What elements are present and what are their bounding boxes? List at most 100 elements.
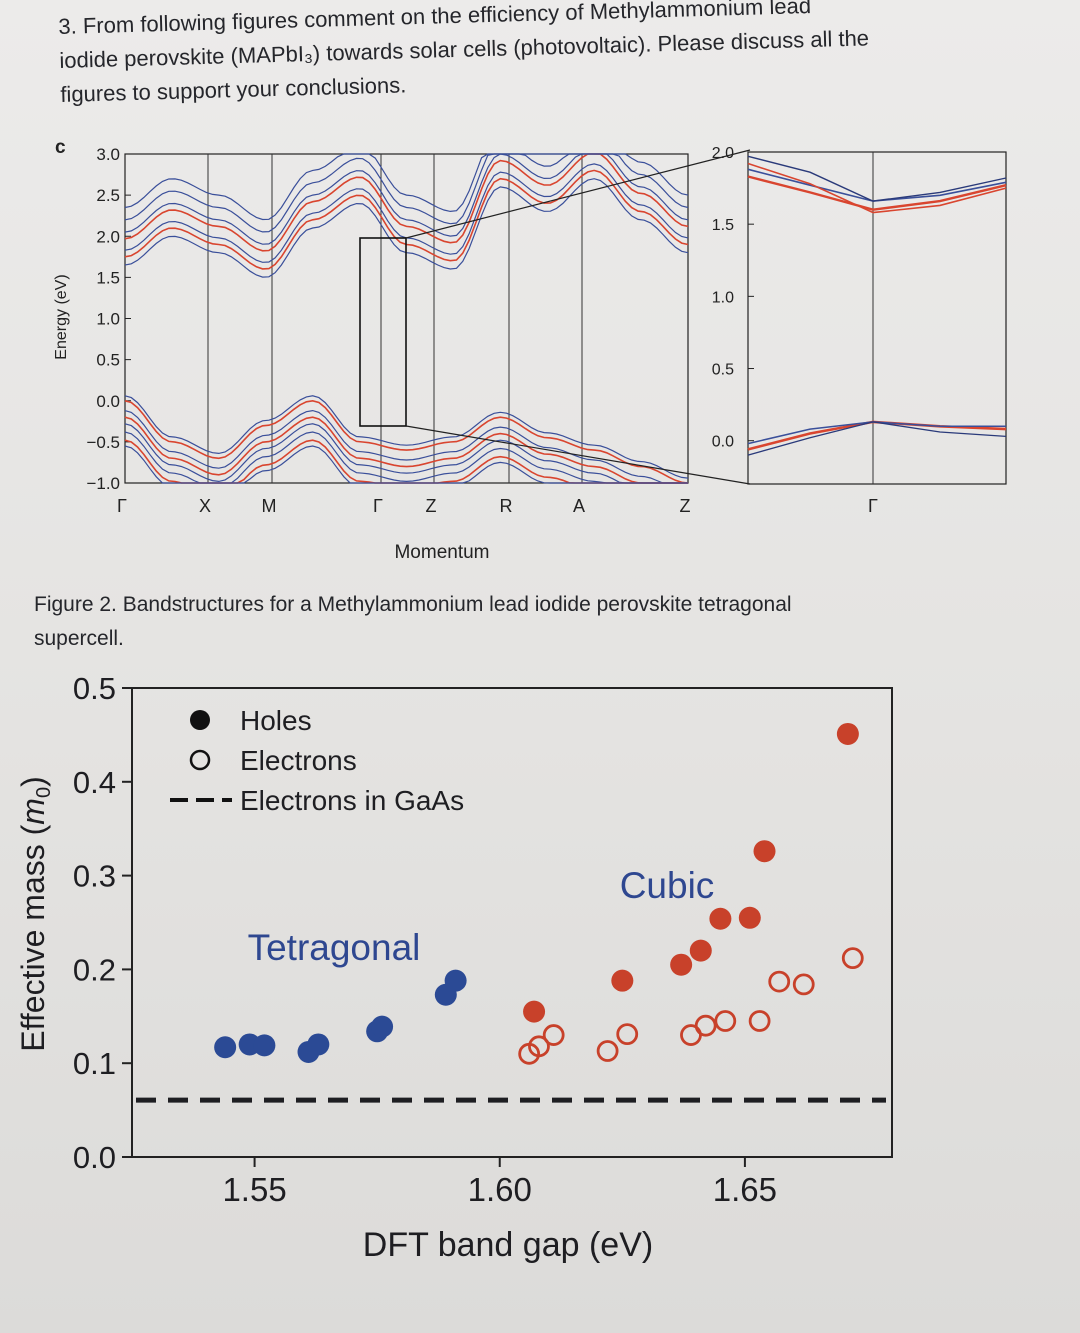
inset-valence-band bbox=[747, 421, 1007, 456]
inset-border bbox=[747, 151, 1007, 485]
cubic-electron-point bbox=[694, 1014, 717, 1037]
band-x-tick-label: M bbox=[262, 496, 277, 516]
band-x-tick-label: Z bbox=[680, 496, 691, 516]
band-y-axis: 3.0 2.5 2.0 1.5 1.0 0.5 0.0 −0.5 −1.0 bbox=[86, 145, 131, 493]
tetragonal-hole-point bbox=[253, 1034, 276, 1057]
scatter-y-tick-label: 0.2 bbox=[73, 952, 116, 987]
valence-band-line bbox=[124, 416, 688, 484]
band-x-tick-label: Γ bbox=[373, 496, 383, 516]
scatter-plot-border bbox=[131, 687, 893, 1158]
cubic-hole-point bbox=[689, 939, 712, 962]
tetragonal-hole-point bbox=[444, 969, 467, 992]
legend-label: Electrons bbox=[240, 745, 357, 776]
inset-y-tick-label: 2.0 bbox=[712, 145, 734, 162]
band-y-tick-label: −0.5 bbox=[86, 433, 120, 452]
conduction-band-line bbox=[124, 153, 689, 221]
zoom-box bbox=[359, 237, 407, 427]
cubic-hole-point bbox=[611, 969, 634, 992]
band-y-tick-label: 1.5 bbox=[96, 268, 120, 287]
cubic-electron-point bbox=[616, 1023, 639, 1046]
band-curves bbox=[124, 149, 751, 485]
legend-label: Electrons in GaAs bbox=[240, 785, 464, 816]
ylabel-m: m bbox=[15, 798, 51, 825]
figure-2-caption: Figure 2. Bandstructures for a Methylamm… bbox=[34, 588, 1034, 656]
scatter-points bbox=[214, 722, 864, 1065]
cubic-electron-point bbox=[714, 1010, 737, 1032]
band-y-tick-label: 1.0 bbox=[96, 310, 120, 329]
scatter-x-tick-label: 1.55 bbox=[222, 1171, 286, 1208]
caption-line-1: Figure 2. Bandstructures for a Methylamm… bbox=[34, 593, 792, 616]
scatter-legend: Holes Electrons Electrons in GaAs bbox=[170, 705, 464, 816]
scatter-x-axis-label: DFT band gap (eV) bbox=[363, 1226, 653, 1264]
caption-line-2: supercell. bbox=[34, 627, 124, 650]
scatter-x-axis: 1.55 1.60 1.65 bbox=[222, 1157, 777, 1208]
scatter-y-axis: 0.5 0.4 0.3 0.2 0.1 0.0 bbox=[73, 671, 132, 1175]
band-x-tick-label: A bbox=[573, 496, 585, 516]
band-y-tick-label: 3.0 bbox=[96, 145, 120, 164]
band-x-tick-label: Γ bbox=[117, 496, 127, 516]
cubic-hole-point bbox=[670, 953, 693, 976]
legend-holes-marker bbox=[190, 710, 210, 730]
scatter-plot-frame bbox=[131, 687, 893, 1158]
scatter-x-tick-label: 1.60 bbox=[468, 1171, 532, 1208]
scatter-y-tick-label: 0.0 bbox=[73, 1140, 116, 1175]
inset-y-tick-label: 0.0 bbox=[712, 434, 734, 451]
valence-band-line bbox=[124, 445, 688, 484]
band-y-tick-label: 0.5 bbox=[96, 351, 120, 370]
question-text: 3. From following figures comment on the… bbox=[58, 0, 980, 112]
panel-label: c bbox=[55, 137, 66, 158]
band-structure-chart: c 3.0 2.5 2.0 1.5 1.0 0.5 0.0 −0.5 −1.0 Γ X M Γ Z R A Z… bbox=[53, 137, 1007, 563]
tetragonal-annotation: Tetragonal bbox=[248, 927, 421, 968]
cubic-electron-point bbox=[841, 947, 864, 970]
band-x-tick-label: Z bbox=[426, 496, 437, 516]
inset-y-tick-label: 1.5 bbox=[712, 217, 734, 234]
effective-mass-scatter-chart: 0.5 0.4 0.3 0.2 0.1 0.0 1.55 1.60 1.65 Effectiv… bbox=[15, 671, 893, 1264]
scatter-y-axis-label: Effective mass (m0) bbox=[15, 776, 55, 1051]
cubic-hole-point bbox=[836, 722, 859, 745]
cubic-hole-point bbox=[738, 906, 761, 929]
cubic-hole-point bbox=[709, 907, 732, 930]
cubic-electron-point bbox=[748, 1010, 771, 1032]
band-y-axis-label: Energy (eV) bbox=[53, 274, 70, 359]
scatter-y-tick-label: 0.1 bbox=[73, 1046, 116, 1081]
band-y-tick-label: 2.0 bbox=[96, 227, 120, 246]
valence-band-line bbox=[124, 423, 688, 484]
ylabel-sub: 0 bbox=[33, 787, 55, 798]
tetragonal-hole-point bbox=[307, 1033, 330, 1056]
inset-y-tick-label: 1.0 bbox=[712, 289, 734, 306]
inset-conduction-band bbox=[747, 155, 1007, 202]
scatter-y-tick-label: 0.3 bbox=[73, 859, 116, 894]
cubic-annotation: Cubic bbox=[620, 865, 715, 906]
cubic-hole-point bbox=[523, 1000, 546, 1023]
inset-conduction-band bbox=[747, 175, 1007, 211]
band-x-tick-label: X bbox=[199, 496, 211, 516]
zoom-connector bbox=[405, 425, 751, 485]
tetragonal-hole-point bbox=[214, 1036, 237, 1059]
legend-electrons-marker bbox=[189, 749, 211, 771]
cubic-hole-point bbox=[753, 840, 776, 863]
inset-zoom: 2.0 1.5 1.0 0.5 0.0 Γ bbox=[712, 145, 1007, 516]
ylabel-close: ) bbox=[15, 776, 51, 787]
inset-x-tick-label: Γ bbox=[868, 496, 878, 516]
cubic-electron-point bbox=[792, 973, 815, 996]
band-x-tick-label: R bbox=[500, 496, 513, 516]
tetragonal-hole-point bbox=[371, 1015, 394, 1038]
band-y-tick-label: −1.0 bbox=[86, 474, 120, 493]
band-y-tick-label: 2.5 bbox=[96, 186, 120, 205]
band-y-tick-label: 0.0 bbox=[96, 392, 120, 411]
inset-y-tick-label: 0.5 bbox=[712, 362, 734, 379]
inset-conduction-band bbox=[747, 162, 1007, 214]
zoom-connector bbox=[405, 149, 751, 239]
scatter-y-tick-label: 0.5 bbox=[73, 671, 116, 706]
ylabel-main: Effective mass ( bbox=[15, 824, 51, 1051]
scatter-y-tick-label: 0.4 bbox=[73, 765, 116, 800]
cubic-electron-point bbox=[528, 1035, 550, 1058]
scatter-x-tick-label: 1.65 bbox=[713, 1171, 777, 1208]
valence-band-line bbox=[124, 399, 689, 484]
valence-band-line bbox=[124, 409, 688, 484]
cubic-electron-point bbox=[596, 1040, 619, 1062]
cubic-electron-point bbox=[542, 1024, 565, 1046]
cubic-electron-point bbox=[768, 970, 791, 993]
valence-band-line bbox=[124, 395, 689, 479]
